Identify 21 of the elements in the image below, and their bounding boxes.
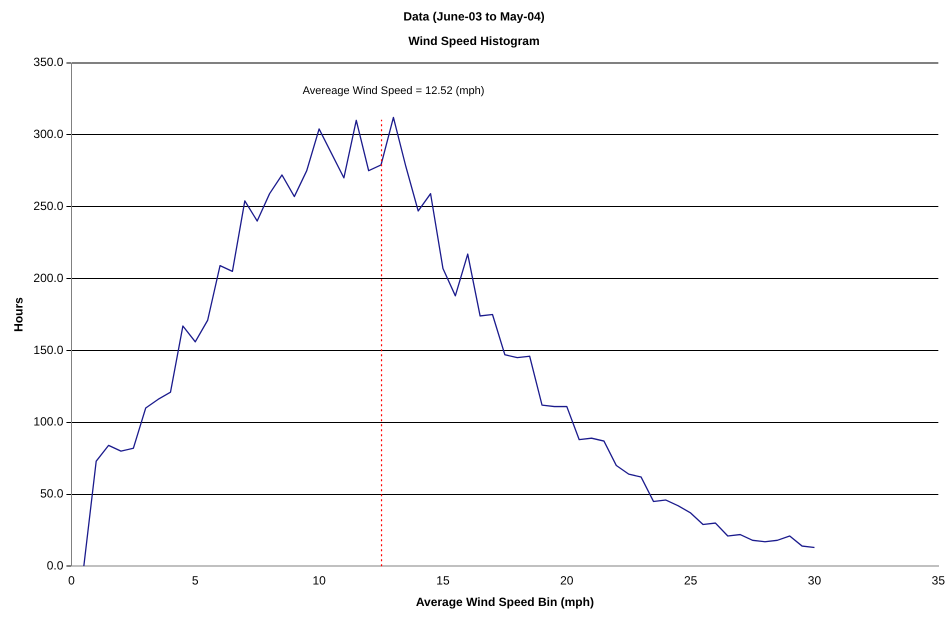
chart-subtitle: Wind Speed Histogram [408, 34, 540, 48]
ref-line-label: Avereage Wind Speed = 12.52 (mph) [302, 84, 484, 97]
y-axis-title: Hours [12, 296, 26, 332]
x-axis-title: Average Wind Speed Bin (mph) [416, 595, 594, 610]
y-tick-label: 100.0 [33, 414, 64, 429]
x-tick-label: 0 [68, 574, 76, 588]
y-tick-label: 350.0 [33, 55, 64, 70]
y-tick-label: 50.0 [40, 486, 64, 501]
y-tick-label: 200.0 [33, 270, 64, 285]
x-tick-label: 20 [560, 574, 574, 588]
x-tick-label: 35 [932, 574, 946, 588]
y-tick-label: 150.0 [33, 342, 64, 357]
y-tick-label: 250.0 [33, 198, 64, 213]
x-tick-label: 15 [436, 574, 450, 588]
y-tick-label: 300.0 [33, 127, 64, 142]
x-tick-label: 25 [684, 574, 698, 588]
y-tick-label: 0.0 [46, 558, 64, 573]
x-tick-label: 30 [808, 574, 822, 588]
chart-title: Data (June-03 to May-04) [403, 10, 545, 24]
x-tick-label: 5 [192, 574, 199, 588]
x-tick-label: 10 [312, 574, 326, 588]
